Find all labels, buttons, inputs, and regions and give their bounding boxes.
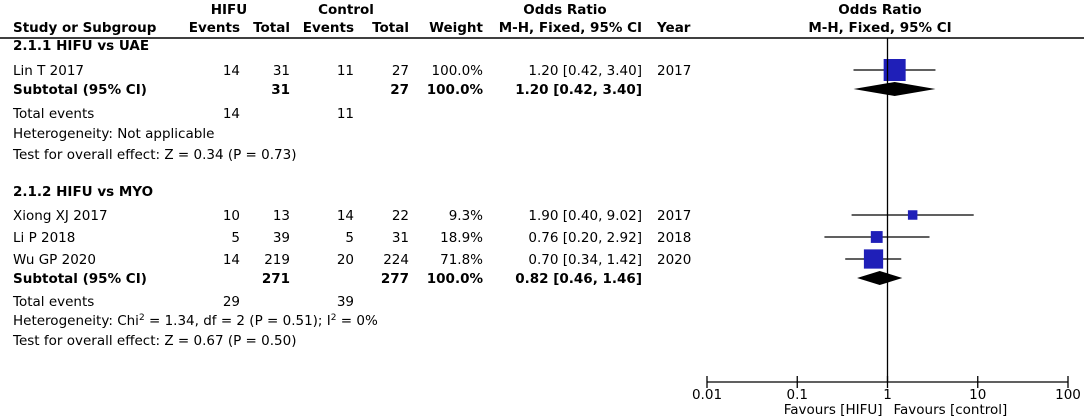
study-weight: 18.9% [440,230,483,246]
study-total1: 13 [273,208,290,224]
total-events1: 29 [223,294,240,310]
study-year: 2017 [657,63,691,79]
subtotal-or-ci: 0.82 [0.46, 1.46] [515,271,642,287]
study-events2: 20 [337,252,354,268]
group1-header: HIFU [211,2,248,18]
total-events2: 11 [337,106,354,122]
study-point-marker [870,231,883,243]
subtotal-diamond [857,271,903,285]
study-events2: 5 [345,230,354,246]
study-year: 2020 [657,252,691,268]
study-weight: 9.3% [449,208,483,224]
subtotal-label: Subtotal (95% CI) [13,82,147,98]
study-point-marker [907,210,918,220]
study-events2: 11 [337,63,354,79]
study-total1: 31 [273,63,290,79]
study-point-marker [883,59,906,81]
weight-header: Weight [429,20,483,36]
study-name: Li P 2018 [13,230,75,246]
events1-header: Events [189,20,240,36]
heterogeneity-part: = 1.34, df = 2 (P = 0.51); I [145,313,331,329]
subtotal-label: Subtotal (95% CI) [13,271,147,287]
subtotal-total1: 271 [262,271,290,287]
x-tick-label: 0.01 [692,387,722,403]
or-title: Odds Ratio [523,2,606,18]
study-or-ci: 1.20 [0.42, 3.40] [528,63,642,79]
study-year: 2017 [657,208,691,224]
subgroup-title: 2.1.1 HIFU vs UAE [13,38,149,54]
study-weight: 71.8% [440,252,483,268]
study-year: 2018 [657,230,691,246]
study-total2: 31 [392,230,409,246]
study-events2: 14 [337,208,354,224]
study-or-ci: 0.76 [0.20, 2.92] [528,230,642,246]
plot-title: Odds Ratio [838,2,921,18]
total-events-label: Total events [12,106,94,122]
subtotal-or-ci: 1.20 [0.42, 3.40] [515,82,642,98]
heterogeneity-part: Heterogeneity: Chi [13,313,139,329]
superscript: 2 [139,313,145,323]
heterogeneity-text: Heterogeneity: Not applicable [13,126,214,142]
x-tick-label: 10 [969,387,986,403]
study-total2: 22 [392,208,409,224]
subtotal-total2: 277 [381,271,409,287]
subtotal-diamond [853,82,936,96]
total1-header: Total [253,20,290,36]
study-or-ci: 0.70 [0.34, 1.42] [528,252,642,268]
favours-right-label: Favours [control] [894,402,1008,418]
subgroup-title: 2.1.2 HIFU vs MYO [13,184,153,200]
study-or-ci: 1.90 [0.40, 9.02] [528,208,642,224]
x-tick-label: 1 [883,387,892,403]
study-total1: 219 [264,252,290,268]
study-total1: 39 [273,230,290,246]
subtotal-weight: 100.0% [427,82,484,98]
heterogeneity-text: Heterogeneity: Chi2 = 1.34, df = 2 (P = … [13,313,378,329]
study-events1: 14 [223,63,240,79]
group2-header: Control [318,2,374,18]
x-tick-label: 100 [1055,387,1081,403]
study-weight: 100.0% [432,63,484,79]
total-events2: 39 [337,294,354,310]
study-name: Wu GP 2020 [13,252,96,268]
x-tick-label: 0.1 [787,387,808,403]
plot-method-header: M-H, Fixed, 95% CI [808,20,951,36]
study-name: Lin T 2017 [13,63,84,79]
study-total2: 224 [383,252,409,268]
events2-header: Events [303,20,354,36]
or-method-header: M-H, Fixed, 95% CI [499,20,642,36]
subtotal-weight: 100.0% [427,271,484,287]
subtotal-total1: 31 [271,82,290,98]
study-name: Xiong XJ 2017 [13,208,108,224]
total2-header: Total [372,20,409,36]
study-total2: 27 [392,63,409,79]
study-header: Study or Subgroup [13,20,157,36]
overall-effect-text: Test for overall effect: Z = 0.67 (P = 0… [12,333,297,349]
study-events1: 5 [231,230,240,246]
heterogeneity-part: = 0% [337,313,378,329]
study-events1: 10 [223,208,240,224]
total-events1: 14 [223,106,240,122]
favours-left-label: Favours [HIFU] [784,402,883,418]
study-events1: 14 [223,252,240,268]
total-events-label: Total events [12,294,94,310]
superscript: 2 [331,313,337,323]
overall-effect-text: Test for overall effect: Z = 0.34 (P = 0… [12,147,297,163]
year-header: Year [656,20,691,36]
study-point-marker [863,249,884,269]
subtotal-total2: 27 [390,82,409,98]
